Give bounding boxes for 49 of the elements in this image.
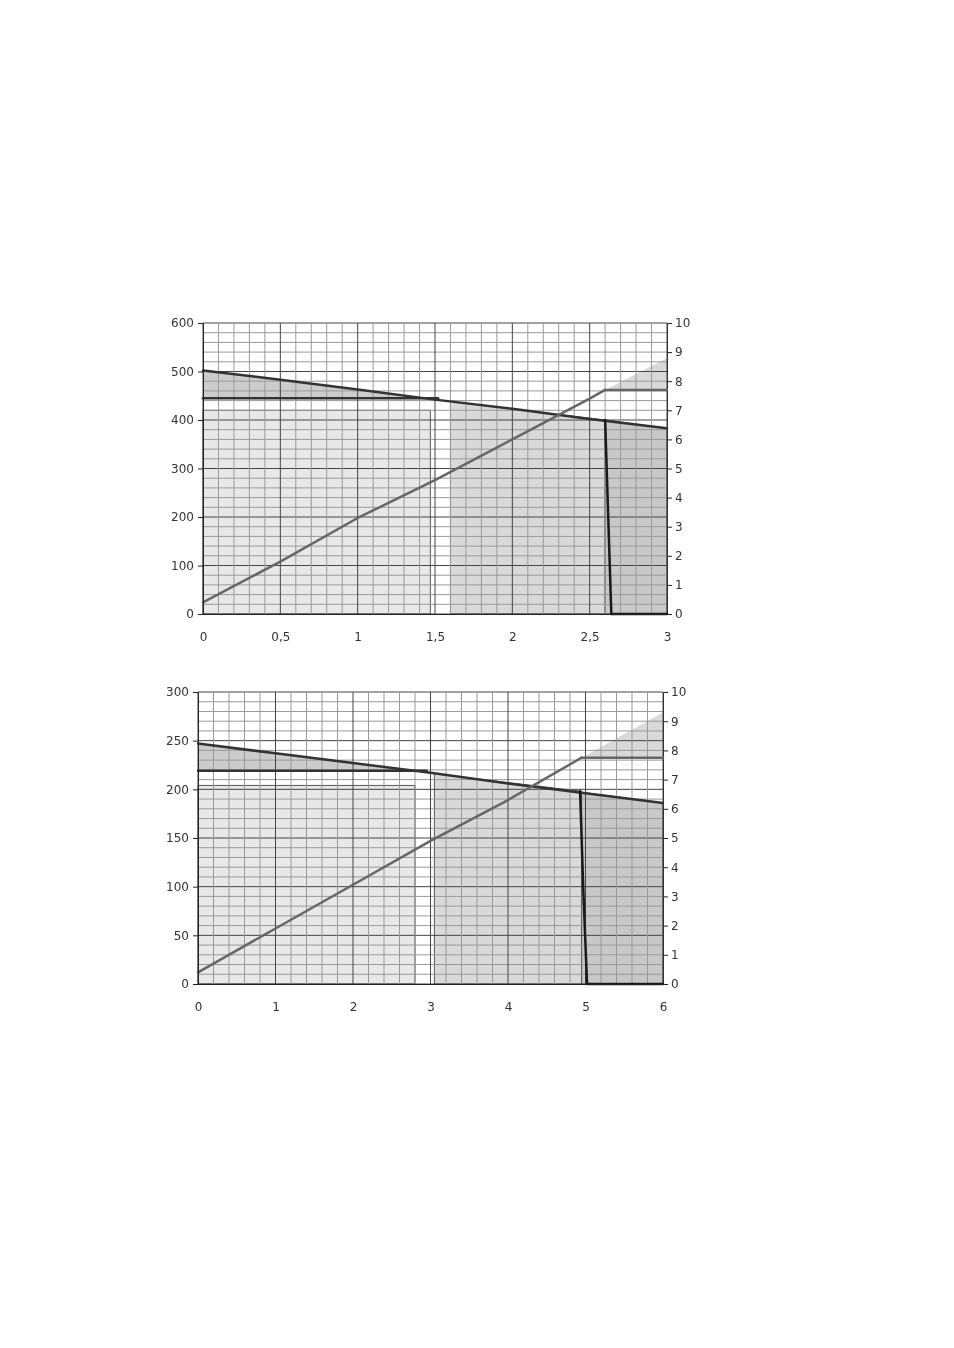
y-tick-label: 500 <box>171 364 194 379</box>
y2-tick-label: 7 <box>671 772 679 787</box>
x-tick-label: 3 <box>427 999 435 1014</box>
y2-tick-label: 9 <box>671 714 679 729</box>
y2-tick-label: 5 <box>675 461 683 476</box>
y-tick-label: 250 <box>166 734 189 749</box>
y2-tick-label: 2 <box>671 918 679 933</box>
y2-tick-label: 8 <box>675 374 683 389</box>
y-tick-label: 0 <box>181 977 189 992</box>
y2-tick-label: 7 <box>675 403 683 418</box>
y2-tick-label: 9 <box>675 345 683 360</box>
y-tick-label: 400 <box>171 413 194 428</box>
y2-tick-label: 5 <box>671 831 679 846</box>
y-tick-label: 200 <box>171 510 194 525</box>
x-tick-label: 3 <box>663 629 672 644</box>
x-tick-label: 0 <box>199 629 208 644</box>
y-tick-label: 100 <box>166 880 189 895</box>
x-tick-label: 2 <box>349 999 358 1014</box>
x-tick-label: 1,5 <box>425 629 446 644</box>
y-tick-label: 0 <box>186 607 194 622</box>
y-tick-label: 200 <box>166 782 189 797</box>
y-tick-label: 150 <box>166 831 189 846</box>
y2-tick-label: 3 <box>671 889 679 904</box>
y2-tick-label: 3 <box>675 520 683 535</box>
y-tick-label: 300 <box>171 461 194 476</box>
y2-tick-label: 6 <box>675 432 683 447</box>
y2-tick-label: 4 <box>675 490 683 505</box>
y2-tick-label: 2 <box>675 549 683 564</box>
y2-tick-label: 6 <box>671 802 679 817</box>
y2-tick-label: 1 <box>671 948 679 963</box>
x-tick-label: 6 <box>659 999 668 1014</box>
x-tick-label: 1 <box>354 629 362 644</box>
y-tick-label: 50 <box>173 928 189 943</box>
x-tick-label: 5 <box>582 999 590 1014</box>
y2-tick-label: 10 <box>675 316 691 331</box>
y2-tick-label: 0 <box>671 977 679 992</box>
y2-tick-label: 1 <box>675 578 683 593</box>
x-tick-label: 1 <box>272 999 280 1014</box>
y-tick-label: 100 <box>171 558 194 573</box>
x-tick-label: 2,5 <box>580 629 600 644</box>
y-tick-label: 300 <box>166 685 189 700</box>
y2-tick-label: 10 <box>671 685 687 700</box>
x-tick-label: 0,5 <box>271 629 291 644</box>
y2-tick-label: 8 <box>671 743 679 758</box>
y2-tick-label: 4 <box>671 860 679 875</box>
y2-tick-label: 0 <box>675 607 683 622</box>
x-tick-label: 4 <box>504 999 513 1014</box>
x-tick-label: 2 <box>509 629 517 644</box>
y-tick-label: 600 <box>171 316 194 331</box>
